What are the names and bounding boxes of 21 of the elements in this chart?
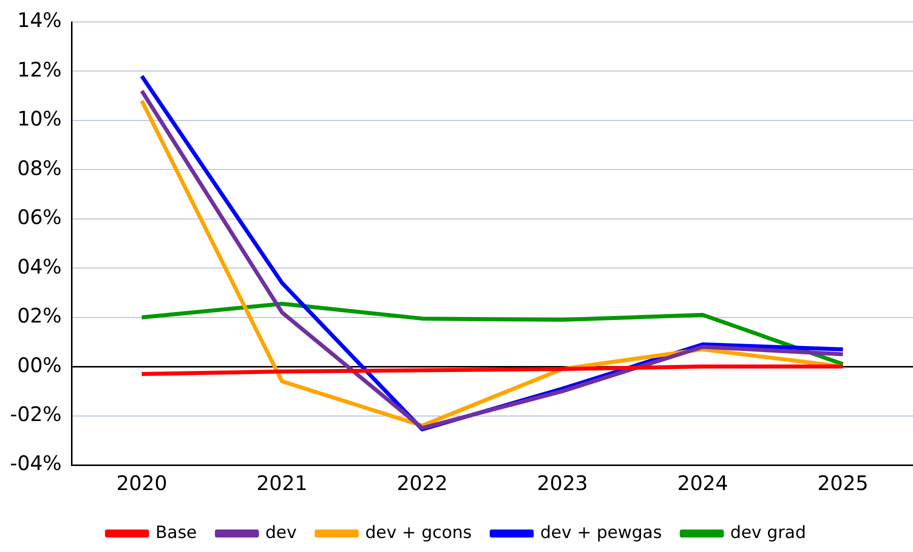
y-tick-label: 10% <box>17 106 62 131</box>
legend-label: dev + pewgas <box>540 522 662 543</box>
y-tick-label: 02% <box>17 304 62 328</box>
y-tick-label: 12% <box>17 57 62 82</box>
y-tick-label: 08% <box>17 156 62 180</box>
y-tick-label: 06% <box>17 205 62 230</box>
y-tick-label: -02% <box>10 402 62 426</box>
y-tick-label: 14% <box>17 8 62 32</box>
x-tick-label: 2021 <box>256 471 308 496</box>
x-tick-label: 2025 <box>817 471 868 496</box>
x-tick-label: 2022 <box>396 471 448 496</box>
legend-label: Base <box>155 522 197 543</box>
y-tick-label: -04% <box>10 451 62 476</box>
legend-label: dev + gcons <box>365 522 472 543</box>
y-tick-label: 00% <box>17 352 62 377</box>
x-tick-label: 2023 <box>536 471 588 496</box>
legend-label: dev grad <box>730 522 806 543</box>
x-tick-label: 2020 <box>116 471 168 496</box>
x-tick-label: 2024 <box>677 471 728 496</box>
legend-label: dev <box>265 522 297 543</box>
y-tick-label: 04% <box>17 254 62 278</box>
